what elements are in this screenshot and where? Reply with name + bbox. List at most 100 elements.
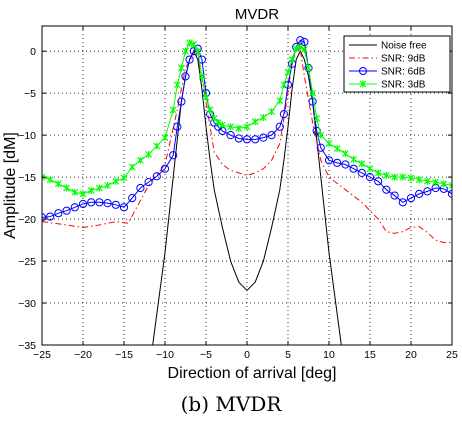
series-3-point — [79, 190, 87, 198]
series-3-point — [313, 114, 321, 122]
series-2-point — [144, 178, 153, 187]
series-2-point — [128, 193, 137, 203]
series-3-point — [296, 43, 304, 51]
series-3-point — [268, 108, 276, 116]
series-2-point — [226, 131, 235, 140]
series-2-point — [234, 134, 243, 143]
series-3-point — [214, 119, 222, 127]
x-tick-label: 5 — [285, 349, 291, 361]
series-2-point — [177, 97, 186, 106]
series-2-point — [152, 172, 161, 181]
x-tick-label: 20 — [405, 349, 417, 361]
series-3-point — [251, 118, 259, 126]
series-2-point — [357, 168, 366, 178]
y-tick-label: −30 — [18, 298, 36, 310]
series-2-point — [365, 173, 375, 182]
y-tick-label: −20 — [18, 214, 36, 226]
x-tick-label: 10 — [323, 349, 335, 361]
series-3-point — [374, 169, 382, 177]
series-3-point — [284, 68, 292, 76]
series-line-1 — [42, 48, 452, 244]
series-2-point — [279, 110, 288, 119]
series-3-point — [227, 123, 235, 131]
y-tick-label: −15 — [18, 172, 36, 184]
series-3-point — [87, 187, 95, 195]
series-2-point — [300, 37, 309, 47]
series-3-point — [382, 171, 390, 179]
legend-marker-3 — [359, 80, 367, 88]
series-3-point — [305, 64, 312, 72]
series-3-point — [190, 40, 198, 48]
series-3-point — [95, 184, 103, 192]
series-3-point — [153, 142, 161, 150]
x-axis-label: Direction of arrival [deg] — [168, 365, 337, 382]
series-2-point — [308, 97, 317, 106]
x-tick-label: −15 — [115, 349, 133, 361]
y-axis-label: Amplitude [dM] — [2, 132, 19, 239]
series-3-point — [325, 140, 333, 148]
series-2-point — [333, 158, 342, 167]
series-2-point — [62, 206, 71, 215]
series-2-point — [95, 198, 104, 207]
series-3-point — [317, 131, 325, 139]
series-3-point — [391, 173, 399, 181]
x-tick-label: 0 — [244, 349, 250, 361]
series-3-point — [198, 72, 206, 80]
series-3-point — [54, 180, 62, 188]
series-2-point — [349, 164, 358, 173]
series-3-point — [276, 97, 284, 105]
series-3-point — [358, 160, 366, 168]
series-3-point — [46, 176, 54, 184]
series-3-point — [448, 182, 452, 189]
x-tick-label: 15 — [364, 349, 376, 361]
chart-canvas: −25 −20 −15 −10 −5 0 5 10 15 20 250−5−10−15−20−25−… — [2, 6, 458, 382]
series-2-point — [251, 135, 260, 144]
series-3-point — [182, 47, 189, 55]
series-2-point — [324, 156, 334, 165]
series-3-point — [218, 121, 226, 129]
series-3-point — [300, 46, 308, 54]
y-tick-label: −5 — [24, 88, 36, 100]
series-2-point — [374, 177, 383, 186]
series-3-point — [415, 176, 423, 184]
plot-series-group — [42, 36, 452, 345]
series-3-point — [243, 123, 251, 131]
series-2-point — [390, 191, 399, 200]
chart-title: MVDR — [235, 6, 279, 23]
series-2-point — [304, 63, 313, 73]
series-3-point — [173, 81, 181, 89]
series-2-point — [259, 133, 268, 142]
series-3-point — [104, 182, 112, 189]
series-3-point — [259, 114, 267, 122]
series-2-point — [103, 199, 112, 208]
series-3-point — [432, 178, 440, 186]
x-tick-label: −20 — [74, 349, 92, 361]
series-3-point — [333, 145, 341, 153]
series-3-point — [136, 156, 144, 164]
y-tick-label: −10 — [18, 130, 36, 142]
series-2-point — [70, 203, 79, 212]
series-2-point — [185, 55, 194, 64]
y-tick-label: 0 — [30, 46, 36, 58]
series-3-point — [407, 174, 415, 182]
series-2-point — [46, 212, 55, 221]
series-line-2 — [42, 39, 452, 218]
series-2-point — [169, 151, 178, 160]
series-2-point — [341, 160, 350, 169]
x-tick-label: −5 — [200, 349, 212, 361]
series-3-point — [161, 134, 169, 142]
x-tick-label: 25 — [446, 349, 458, 361]
series-2-point — [312, 126, 321, 136]
x-tick-label: −25 — [33, 349, 51, 361]
series-3-point — [280, 81, 288, 89]
series-2-point — [54, 209, 63, 218]
series-2-point — [119, 203, 129, 212]
series-2-point — [382, 185, 391, 194]
series-2-point — [78, 199, 88, 209]
legend-label-0: Noise free — [381, 41, 427, 52]
series-2-point — [160, 164, 170, 173]
series-3-point — [177, 64, 185, 72]
series-2-point — [316, 143, 325, 152]
legend: Noise free SNR: 9dB SNR: 6dB SNR: 3dB — [343, 35, 451, 93]
series-3-point — [288, 56, 296, 64]
